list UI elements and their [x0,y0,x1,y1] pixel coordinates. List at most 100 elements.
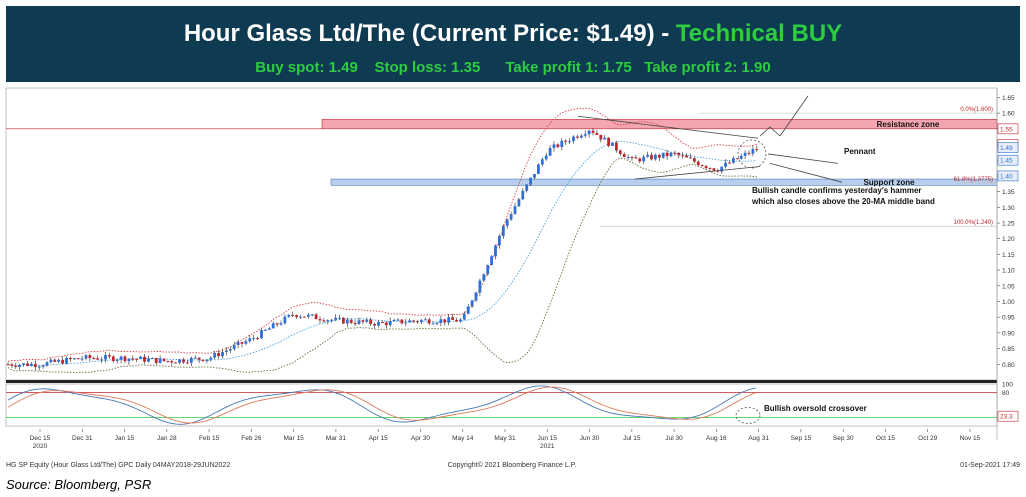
candles [6,127,759,371]
candle-up [423,319,427,321]
candle-down [361,320,365,322]
x-tick-label: Oct 29 [918,435,938,442]
candle-up [213,352,217,358]
fib-label: 100.0%(1.240) [954,220,993,226]
candle-up [228,349,232,351]
candle-up [388,320,392,326]
candle-up [279,323,283,325]
footer-meta-right: 01-Sep-2021 17:49 [960,462,1020,469]
candle-up [517,199,521,207]
y-tick-label: 1.05 [1002,283,1015,290]
x-tick-label: Nov 15 [960,435,981,442]
y-tick-label: 0.95 [1002,315,1015,322]
candle-down [162,358,166,361]
y-tick-label: 1.00 [1002,299,1015,306]
candle-up [396,319,400,321]
candle-down [170,361,174,363]
candle-down [412,320,415,322]
candle-down [61,359,64,364]
candle-down [322,320,326,322]
y-tick-label: 1.30 [1002,205,1015,212]
candle-up [720,166,724,172]
candle-down [256,338,259,340]
fib-label: 61.8%(1.3775) [954,177,993,183]
footer-meta-center: Copyright© 2021 Bloomberg Finance L.P. [448,461,577,469]
candle-up [30,363,33,366]
candle-up [84,355,88,359]
candle-up [18,364,22,367]
candle-down [618,150,622,155]
candle-up [115,359,119,362]
price-label: 1.45 [1000,158,1013,165]
candle-down [755,149,759,151]
candle-down [33,363,37,368]
candle-down [607,137,610,146]
candle-up [310,314,314,316]
x-tick-label: Oct 15 [876,435,896,442]
candle-up [150,358,154,360]
price-label: 1.55 [1000,126,1013,133]
candle-up [537,164,540,174]
candle-up [100,359,103,361]
panel-separator [6,380,997,383]
candle-down [685,155,688,158]
candle-up [743,152,747,156]
candle-down [696,161,700,166]
candle-down [186,362,189,364]
candle-up [306,314,310,317]
candle-down [314,314,318,320]
candle-down [6,364,10,366]
candle-up [72,358,76,360]
candle-down [303,316,306,318]
x-tick-label: Jul 30 [665,435,683,442]
candle-up [236,342,240,346]
x-tick-label: Jan 28 [157,435,177,442]
candle-up [513,206,517,215]
x-tick-label: Aug 31 [748,435,769,442]
candle-up [474,292,478,301]
bullish-candle-label-2: which also closes above the 20-MA middle… [751,197,935,206]
candle-up [209,357,213,360]
x-tick-label: Feb 15 [199,435,220,442]
resistance-zone-label: Resistance zone [877,120,940,129]
bullish-candle-pointer [769,162,843,183]
candle-up [544,155,548,160]
candle-down [681,155,685,157]
candle-up [435,322,439,324]
candle-down [92,358,96,360]
price-label-box [997,123,1019,135]
pennant-pointer [767,153,839,164]
y-tick-label: 1.60 [1002,111,1015,118]
pennant-lower-line [634,166,761,180]
candle-up [377,321,380,326]
breakout-arrow-line [779,95,809,137]
candle-down [673,152,677,154]
y-tick-label: 0.90 [1002,330,1015,337]
candle-down [53,359,57,362]
overlays [7,107,757,373]
candle-up [139,356,142,360]
candle-down [291,314,295,316]
x-tick-label: Dec 15 [30,435,51,442]
candle-up [739,155,743,159]
candle-up [260,330,263,339]
candle-down [123,356,127,362]
x-tick-label: Mar 31 [326,435,347,442]
candle-up [404,322,408,324]
candle-up [447,317,451,323]
stoch-k-line [7,385,757,425]
x-tick-label: Mar 15 [284,435,305,442]
x-tick-label: Jul 15 [623,435,641,442]
candle-up [147,358,150,362]
title-main: Hour Glass Ltd/The (Current Price: $1.49… [183,20,670,47]
candle-down [599,134,603,140]
candle-up [603,137,607,140]
candle-down [677,152,681,156]
y-tick-label: 0.80 [1002,362,1015,369]
candle-down [217,352,220,357]
candle-down [451,317,454,320]
x-tick-label: Sep 30 [833,435,854,442]
candle-up [283,316,287,324]
candle-up [45,362,49,366]
candle-down [131,358,135,360]
